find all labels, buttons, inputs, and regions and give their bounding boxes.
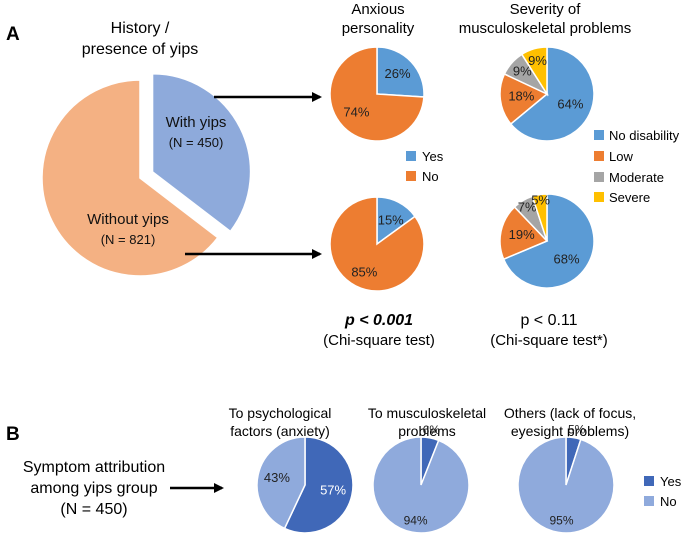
legend-swatch-yes (406, 151, 416, 161)
pie-psychological: 57% 43% (256, 436, 354, 534)
severity-pie-with-yips: 64% 18% 9%9% (499, 46, 595, 142)
b-title-others-line1: Others (lack of focus, (504, 405, 636, 421)
pie-label-low: 19% (509, 227, 535, 242)
b-title-psych-line2: factors (anxiety) (230, 423, 330, 439)
pie-label-severe: 9% (528, 53, 547, 68)
pie-slice-severe (520, 46, 548, 97)
pie-musculoskeletal: 6% 94% (372, 423, 470, 534)
pie-slice-without-yips (41, 79, 219, 277)
pie-slice-no-disability (502, 193, 595, 289)
anxious-pie-without-yips: 15% 85% (329, 196, 425, 292)
pie-label-yes: 26% (385, 66, 411, 81)
pie-slice-with-yips (151, 73, 252, 233)
legend-swatch-severe (594, 192, 604, 202)
anxious-pie-with-yips: 26% 74% (329, 46, 425, 142)
with-yips-n: (N = 450) (169, 135, 224, 150)
pie-label-yes: 5% (568, 423, 586, 437)
pie-slice-no (329, 46, 425, 142)
stat-left-p: p < 0.001 (344, 312, 413, 329)
anxious-title-line1: Anxious (351, 1, 404, 18)
pie-label-no-disability: 64% (557, 96, 583, 111)
pie-label-moderate: 9% (513, 64, 532, 79)
severity-pie-without-yips: 68% 19% 7%5% (499, 193, 595, 289)
pie-label-no: 74% (343, 105, 369, 120)
b-legend-swatch-yes (644, 476, 654, 486)
stat-right-p: p < 0.11 (520, 312, 577, 329)
legend-label-moderate: Moderate (609, 170, 664, 185)
pie-slice-no (256, 436, 306, 530)
main-pie-title-line2: presence of yips (82, 41, 199, 58)
pie-slice-yes (376, 46, 425, 98)
panel-label-b: B (6, 424, 20, 445)
legend-swatch-no (406, 171, 416, 181)
pie-label-moderate: 7% (518, 199, 537, 214)
without-yips-n: (N = 821) (101, 232, 156, 247)
legend-label-no-disability: No disability (609, 128, 680, 143)
attribution-label-line1: Symptom attribution (23, 459, 165, 476)
pie-label-no: 94% (404, 513, 428, 527)
b-legend-label-no: No (660, 494, 677, 509)
b-legend-swatch-no (644, 496, 654, 506)
pie-label-low: 18% (508, 89, 534, 104)
legend-label-low: Low (609, 149, 633, 164)
pie-slice-no (517, 436, 615, 534)
legend-swatch-no-disability (594, 130, 604, 140)
b-title-others-line2: eyesight problems) (511, 423, 629, 439)
severity-title-line2: musculoskeletal problems (459, 20, 632, 37)
pie-slice-low (499, 72, 549, 126)
attribution-label-line3: (N = 450) (60, 501, 127, 518)
pie-slice-yes (283, 436, 354, 534)
pie-slice-no-disability (509, 46, 595, 142)
pie-others: 5% 95% (517, 423, 615, 534)
pie-label-no-disability: 68% (554, 251, 580, 266)
pie-label-no: 95% (549, 514, 573, 528)
without-yips-label: Without yips (87, 211, 169, 228)
b-title-psych-line1: To psychological (229, 405, 332, 421)
legend-label-yes: Yes (422, 149, 444, 164)
stat-right-test: (Chi-square test*) (490, 332, 608, 349)
legend-label-no: No (422, 169, 439, 184)
legend-swatch-low (594, 151, 604, 161)
pie-slice-low (499, 205, 549, 261)
attribution-label-line2: among yips group (30, 480, 157, 497)
legend-label-severe: Severe (609, 190, 650, 205)
pie-label-no: 43% (264, 470, 290, 485)
with-yips-label: With yips (166, 114, 227, 131)
pie-label-no: 85% (351, 264, 377, 279)
stat-left-test: (Chi-square test) (323, 332, 435, 349)
pie-slice-no (372, 436, 470, 534)
pie-label-yes: 57% (320, 483, 346, 498)
pie-slice-no (329, 196, 425, 292)
main-pie-title-line1: History / (111, 20, 170, 37)
b-title-musculo-line2: problems (398, 423, 456, 439)
anxious-title-line2: personality (342, 20, 415, 37)
b-title-musculo-line1: To musculoskeletal (368, 405, 486, 421)
panel-label-a: A (6, 24, 20, 45)
pie-label-severe: 5% (531, 193, 550, 208)
severity-title-line1: Severity of (510, 1, 582, 18)
pie-label-yes: 6% (423, 423, 441, 437)
b-legend-label-yes: Yes (660, 474, 682, 489)
main-pie-chart (41, 73, 252, 277)
pie-label-yes: 15% (378, 212, 404, 227)
legend-swatch-moderate (594, 172, 604, 182)
pie-slice-severe (531, 193, 548, 242)
